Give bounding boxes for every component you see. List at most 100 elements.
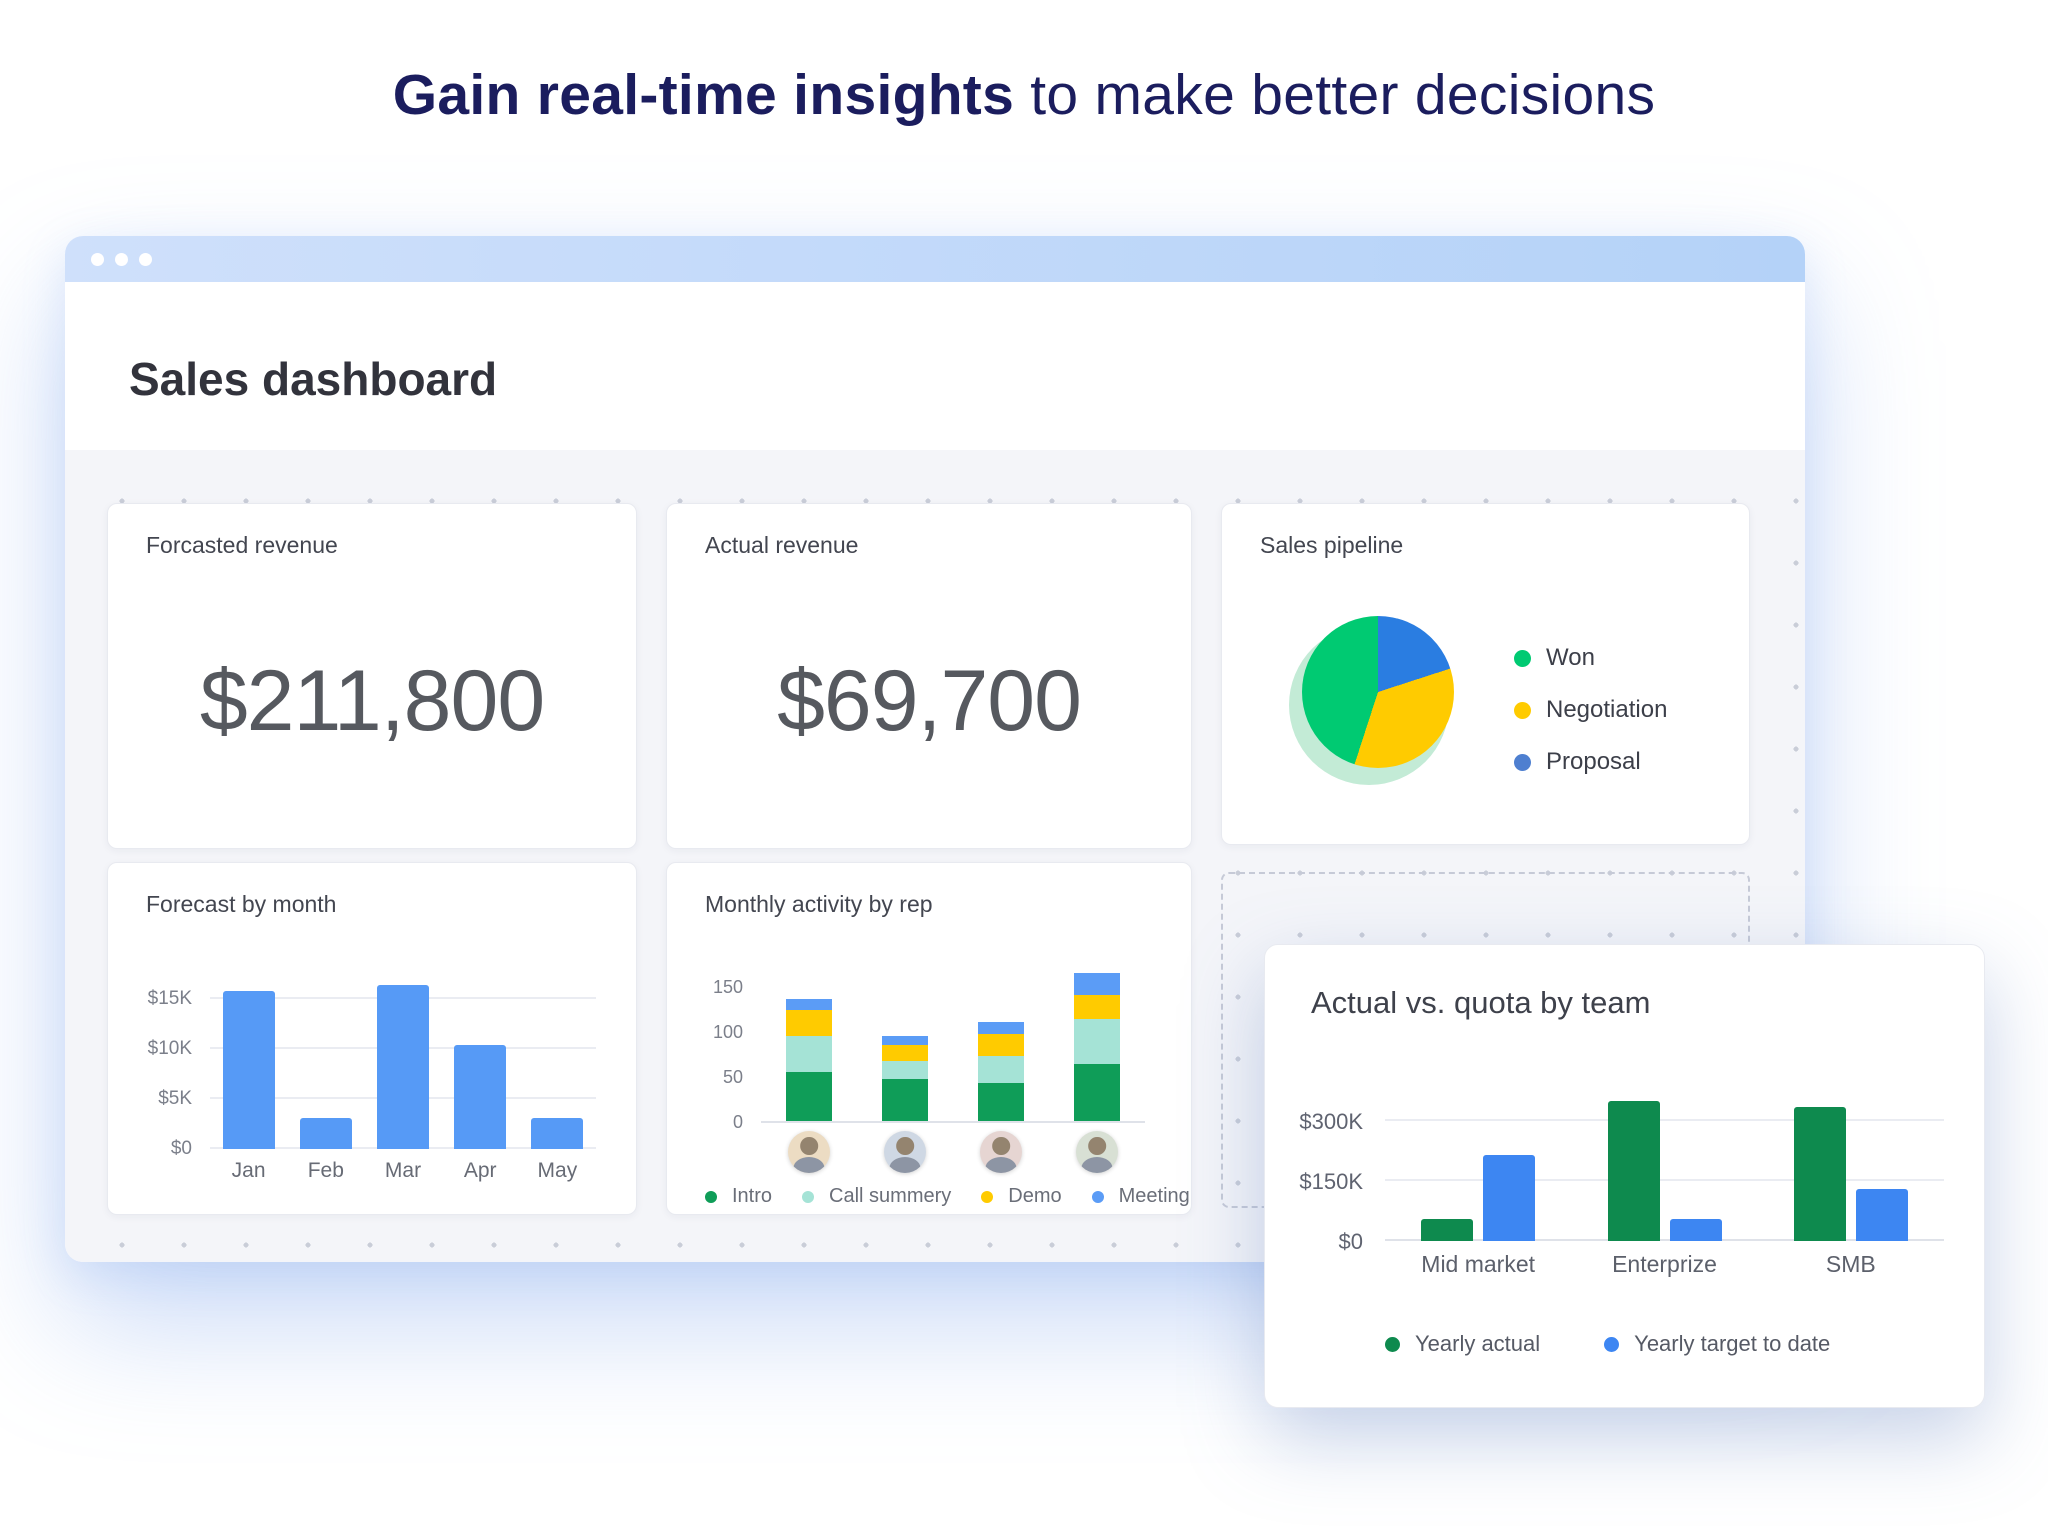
activity-bar-segment-demo	[978, 1033, 1024, 1057]
activity-bar-segment-demo	[882, 1045, 928, 1061]
activity-legend: Intro Call summery Demo Meeting	[705, 1185, 1190, 1208]
widget-sales-pipeline[interactable]: Sales pipeline Won Negotiation	[1221, 503, 1750, 845]
forecast-x-tick: Feb	[307, 1159, 344, 1182]
quota-bar-actual	[1793, 1107, 1846, 1241]
quota-y-axis: $0 $150K $300K	[1299, 1081, 1377, 1253]
window-header: Sales dashboard	[65, 282, 1805, 450]
window-control-dot[interactable]	[115, 252, 128, 266]
activity-chart: 0 50 100 150	[703, 955, 1155, 1132]
forecast-y-tick: $0	[170, 1138, 192, 1159]
widget-forecast-by-month[interactable]: Forecast by month $0 $5K $10K $15K Jan Feb Ma…	[107, 862, 637, 1215]
quota-x-tick: Mid market	[1421, 1251, 1536, 1277]
activity-bar-segment-intro	[786, 1071, 832, 1121]
window-control-dot[interactable]	[139, 252, 152, 266]
legend-dot-negotiation	[1514, 701, 1531, 719]
legend-dot-intro	[705, 1190, 717, 1203]
quota-gridline	[1385, 1119, 1944, 1121]
forecast-bar	[454, 1045, 507, 1149]
activity-bar-segment-call-summery	[882, 1060, 928, 1079]
legend-dot-call-summery	[802, 1190, 815, 1203]
pipeline-pie-wrap	[1289, 616, 1454, 785]
quota-gridline	[1385, 1239, 1944, 1241]
forecast-y-tick: $5K	[158, 1088, 192, 1109]
forecast-y-tick: $10K	[147, 1038, 192, 1059]
legend-label: Call summery	[829, 1185, 952, 1207]
quota-bar-target	[1483, 1155, 1536, 1241]
activity-bar-segment-intro	[978, 1083, 1024, 1121]
activity-stacked-bar	[882, 1036, 928, 1121]
widget-monthly-activity[interactable]: Monthly activity by rep 0 50 100 150 Intro …	[666, 862, 1192, 1215]
quota-gridline	[1385, 1179, 1944, 1181]
legend-dot-yearly-target	[1604, 1336, 1620, 1352]
quota-bar-target	[1669, 1219, 1722, 1241]
widget-forecasted-revenue[interactable]: Forcasted revenue $211,800	[107, 503, 637, 849]
widget-title: Actual revenue	[705, 532, 859, 558]
quota-y-tick: $300K	[1299, 1109, 1363, 1134]
legend-label: Proposal	[1546, 748, 1641, 775]
quota-x-tick: Enterprize	[1612, 1251, 1717, 1277]
quota-y-tick: $0	[1338, 1229, 1363, 1254]
legend-label: Negotiation	[1546, 696, 1668, 723]
activity-bar-segment-intro	[882, 1078, 928, 1121]
legend-dot-meeting	[1091, 1190, 1104, 1203]
legend-label: Intro	[732, 1185, 773, 1207]
window-control-dot[interactable]	[91, 252, 104, 266]
legend-label: Yearly target to date	[1634, 1331, 1831, 1356]
forecast-y-axis: $0 $5K $10K $15K	[144, 959, 200, 1159]
activity-bar-segment-call-summery	[786, 1035, 832, 1072]
legend-dot-yearly-actual	[1385, 1336, 1400, 1352]
page-title: Sales dashboard	[129, 353, 498, 405]
legend-item: Demo	[981, 1185, 1062, 1208]
legend-item: Yearly target to date	[1604, 1331, 1830, 1357]
widget-title: Sales pipeline	[1260, 532, 1404, 558]
kpi-value: $69,700	[777, 653, 1082, 749]
activity-bar-segment-meeting	[786, 998, 832, 1011]
legend-item: Won	[1514, 644, 1667, 672]
legend-dot-demo	[981, 1190, 994, 1203]
legend-item: Meeting	[1091, 1185, 1190, 1208]
forecast-x-tick: Mar	[384, 1159, 422, 1182]
activity-bar-segment-meeting	[978, 1022, 1024, 1034]
headline: Gain real-time insights to make better d…	[0, 62, 2048, 128]
activity-avatars	[761, 1131, 1145, 1175]
kpi-value: $211,800	[199, 653, 545, 749]
activity-y-tick: 100	[712, 1022, 743, 1042]
activity-bar-segment-call-summery	[1074, 1019, 1120, 1065]
quota-x-tick: SMB	[1825, 1251, 1876, 1277]
activity-stacked-bar	[978, 1022, 1024, 1121]
forecast-bar	[222, 991, 275, 1149]
widget-title: Monthly activity by rep	[705, 891, 933, 917]
legend-label: Won	[1546, 644, 1595, 671]
activity-y-axis: 0 50 100 150	[703, 955, 751, 1132]
forecast-x-tick: Jan	[231, 1159, 266, 1182]
activity-bar-segment-intro	[1074, 1064, 1120, 1121]
legend-item: Proposal	[1514, 748, 1667, 776]
widget-actual-revenue[interactable]: Actual revenue $69,700	[666, 503, 1192, 849]
legend-item: Call summery	[802, 1185, 951, 1208]
rep-avatar	[1076, 1131, 1118, 1173]
forecast-plot	[210, 959, 596, 1149]
activity-baseline	[761, 1121, 1145, 1123]
legend-label: Meeting	[1118, 1185, 1190, 1207]
legend-item: Yearly actual	[1385, 1331, 1540, 1357]
rep-avatar	[884, 1131, 926, 1173]
pipeline-pie-chart	[1302, 616, 1454, 768]
forecast-x-tick: May	[537, 1159, 578, 1182]
legend-dot-proposal	[1514, 753, 1531, 771]
activity-bar-segment-call-summery	[978, 1056, 1024, 1084]
widget-actual-vs-quota[interactable]: Actual vs. quota by team $0 $150K $300K Mi…	[1264, 944, 1985, 1408]
headline-highlight: Gain real-time insights	[392, 63, 1015, 127]
activity-stacked-bar	[1074, 972, 1120, 1121]
activity-stacked-bar	[786, 998, 832, 1121]
legend-item: Intro	[705, 1185, 772, 1208]
legend-dot-won	[1514, 649, 1531, 667]
window-titlebar	[65, 236, 1805, 282]
activity-bar-segment-meeting	[1074, 972, 1120, 996]
activity-bar-segment-demo	[1074, 995, 1120, 1020]
activity-y-tick: 150	[712, 977, 743, 997]
pipeline-legend: Won Negotiation Proposal	[1514, 644, 1667, 776]
activity-bar-segment-demo	[786, 1010, 832, 1036]
forecast-bar	[299, 1118, 352, 1149]
quota-x-axis: Mid market Enterprize SMB	[1385, 1251, 1944, 1281]
